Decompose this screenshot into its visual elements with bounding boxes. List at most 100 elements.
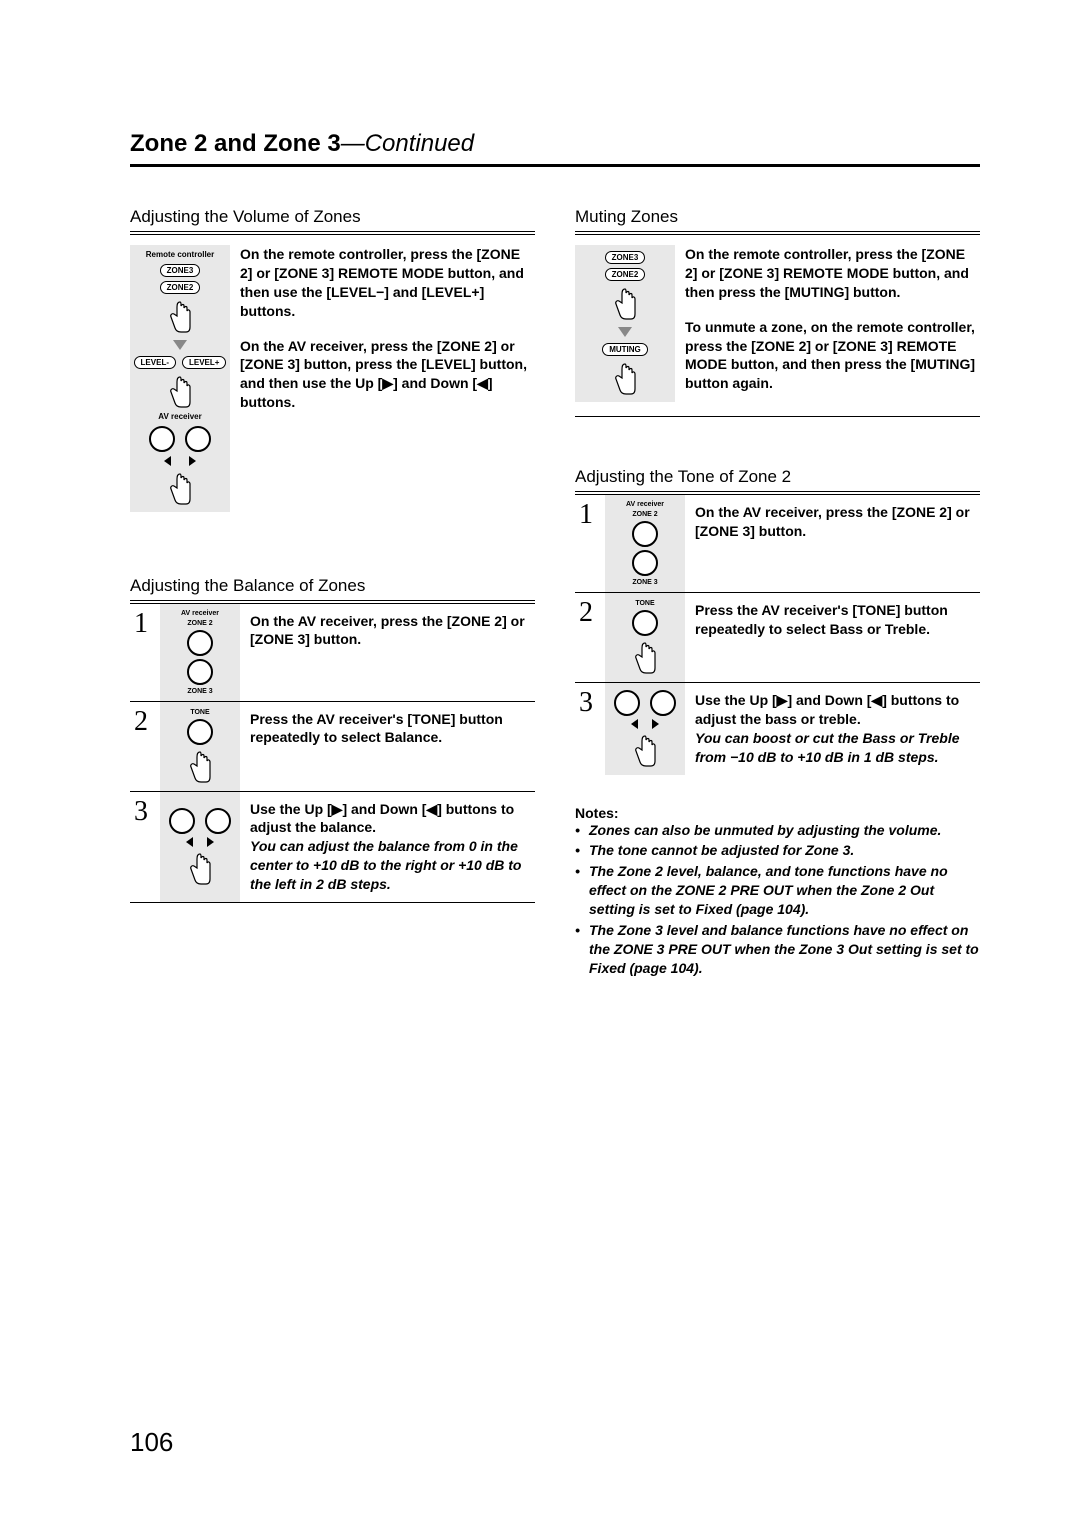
knob-icon bbox=[614, 690, 640, 716]
knob-icon bbox=[632, 550, 658, 576]
volume-para1: On the remote controller, press the [ZON… bbox=[240, 245, 535, 321]
hand-icon bbox=[630, 639, 660, 675]
section-rule bbox=[575, 231, 980, 232]
balance-step3a: Use the Up [▶] and Down [◀] buttons to a… bbox=[250, 801, 514, 836]
step-icon-col: AV receiver ZONE 2 ZONE 3 bbox=[605, 495, 685, 592]
zone2-label: ZONE 2 bbox=[632, 511, 657, 518]
av-receiver-label: AV receiver bbox=[158, 413, 201, 422]
title-rule bbox=[130, 164, 980, 167]
section-rule-thin bbox=[575, 416, 980, 417]
volume-block: Remote controller ZONE3 ZONE2 LEVEL- LEV… bbox=[130, 245, 535, 512]
note-item: The Zone 2 level, balance, and tone func… bbox=[575, 862, 980, 919]
note-item: The tone cannot be adjusted for Zone 3. bbox=[575, 841, 980, 860]
step-number: 1 bbox=[575, 495, 605, 592]
note-item: The Zone 3 level and balance functions h… bbox=[575, 921, 980, 978]
step-icon-col: TONE bbox=[160, 702, 240, 791]
tone-step3-text: Use the Up [▶] and Down [◀] buttons to a… bbox=[685, 683, 980, 775]
zone2-label: ZONE 2 bbox=[187, 620, 212, 627]
hand-icon bbox=[165, 373, 195, 409]
hand-icon bbox=[185, 748, 215, 784]
balance-step3b: You can adjust the balance from 0 in the… bbox=[250, 838, 521, 892]
tone-step-2: 2 TONE Press the AV receiver's [TONE] bu… bbox=[575, 592, 980, 682]
section-rule bbox=[130, 231, 535, 232]
remote-controller-label: Remote controller bbox=[146, 251, 214, 260]
triangle-right-icon bbox=[207, 837, 214, 847]
knob-icon bbox=[205, 808, 231, 834]
knob-pair bbox=[149, 426, 211, 452]
tone-heading: Adjusting the Tone of Zone 2 bbox=[575, 467, 980, 487]
arrow-down-icon bbox=[173, 340, 187, 350]
hand-icon bbox=[165, 298, 195, 334]
volume-para2: On the AV receiver, press the [ZONE 2] o… bbox=[240, 337, 535, 413]
balance-step1-text: On the AV receiver, press the [ZONE 2] o… bbox=[240, 604, 535, 701]
hand-icon bbox=[610, 360, 640, 396]
level-pills: LEVEL- LEVEL+ bbox=[134, 356, 227, 369]
knob-icon bbox=[185, 426, 211, 452]
tone-step1-text: On the AV receiver, press the [ZONE 2] o… bbox=[685, 495, 980, 592]
av-receiver-label: AV receiver bbox=[181, 610, 219, 617]
balance-step2-text: Press the AV receiver's [TONE] button re… bbox=[240, 702, 535, 791]
muting-block: ZONE3 ZONE2 MUTING On the remote control… bbox=[575, 245, 980, 402]
title-continued: —Continued bbox=[341, 130, 474, 157]
step-icon-col bbox=[160, 792, 240, 902]
zone2-pill-icon: ZONE2 bbox=[605, 268, 646, 281]
tone-step2-text: Press the AV receiver's [TONE] button re… bbox=[685, 593, 980, 682]
volume-text: On the remote controller, press the [ZON… bbox=[240, 245, 535, 512]
zone3-pill-icon: ZONE3 bbox=[605, 251, 646, 264]
tone-knob-icon bbox=[632, 610, 658, 636]
balance-step-1: 1 AV receiver ZONE 2 ZONE 3 On the AV re… bbox=[130, 603, 535, 701]
tone-step-1: 1 AV receiver ZONE 2 ZONE 3 On the AV re… bbox=[575, 494, 980, 592]
section-rule-thin bbox=[130, 234, 535, 235]
hand-icon bbox=[610, 285, 640, 321]
step-number: 2 bbox=[575, 593, 605, 682]
volume-icon-column: Remote controller ZONE3 ZONE2 LEVEL- LEV… bbox=[130, 245, 230, 512]
tone-label: TONE bbox=[635, 600, 654, 607]
triangle-right-icon bbox=[189, 456, 196, 466]
arrow-down-icon bbox=[618, 327, 632, 337]
zone3-label: ZONE 3 bbox=[632, 579, 657, 586]
page-number: 106 bbox=[130, 1427, 173, 1458]
section-rule bbox=[130, 600, 535, 601]
tone-step3b: You can boost or cut the Bass or Treble … bbox=[695, 730, 960, 765]
balance-heading: Adjusting the Balance of Zones bbox=[130, 576, 535, 596]
section-rule bbox=[575, 491, 980, 492]
tone-label: TONE bbox=[190, 709, 209, 716]
tone-knob-icon bbox=[187, 719, 213, 745]
knob-icon bbox=[187, 630, 213, 656]
knob-icon bbox=[187, 659, 213, 685]
balance-step-3: 3 Use the Up [▶] and Down [◀] buttons to… bbox=[130, 791, 535, 903]
hand-icon bbox=[165, 470, 195, 506]
triangle-left-icon bbox=[186, 837, 193, 847]
muting-para2: To unmute a zone, on the remote controll… bbox=[685, 318, 980, 394]
balance-step-2: 2 TONE Press the AV receiver's [TONE] bu… bbox=[130, 701, 535, 791]
step-icon-col: TONE bbox=[605, 593, 685, 682]
step-number: 3 bbox=[575, 683, 605, 775]
volume-heading: Adjusting the Volume of Zones bbox=[130, 207, 535, 227]
muting-icon-column: ZONE3 ZONE2 MUTING bbox=[575, 245, 675, 402]
step-number: 2 bbox=[130, 702, 160, 791]
level-minus-pill: LEVEL- bbox=[134, 356, 176, 369]
note-item: Zones can also be unmuted by adjusting t… bbox=[575, 821, 980, 840]
title-main: Zone 2 and Zone 3 bbox=[130, 130, 341, 157]
muting-para1: On the remote controller, press the [ZON… bbox=[685, 245, 980, 302]
hand-icon bbox=[630, 732, 660, 768]
triangle-left-icon bbox=[631, 719, 638, 729]
tone-step-3: 3 Use the Up [▶] and Down [◀] buttons to… bbox=[575, 682, 980, 775]
triangle-right-icon bbox=[652, 719, 659, 729]
muting-text: On the remote controller, press the [ZON… bbox=[685, 245, 980, 402]
notes-heading: Notes: bbox=[575, 805, 980, 821]
knob-icon bbox=[650, 690, 676, 716]
right-column: Muting Zones ZONE3 ZONE2 MUTING On the r… bbox=[575, 207, 980, 980]
page-title: Zone 2 and Zone 3—Continued bbox=[130, 130, 980, 158]
knob-icon bbox=[632, 521, 658, 547]
zone3-pill-icon: ZONE3 bbox=[160, 264, 201, 277]
muting-heading: Muting Zones bbox=[575, 207, 980, 227]
step-number: 3 bbox=[130, 792, 160, 902]
section-rule-thin bbox=[575, 234, 980, 235]
knob-icon bbox=[149, 426, 175, 452]
triangle-left-icon bbox=[164, 456, 171, 466]
balance-step3-text: Use the Up [▶] and Down [◀] buttons to a… bbox=[240, 792, 535, 902]
step-icon-col bbox=[605, 683, 685, 775]
av-receiver-label: AV receiver bbox=[626, 501, 664, 508]
notes-list: Zones can also be unmuted by adjusting t… bbox=[575, 821, 980, 978]
